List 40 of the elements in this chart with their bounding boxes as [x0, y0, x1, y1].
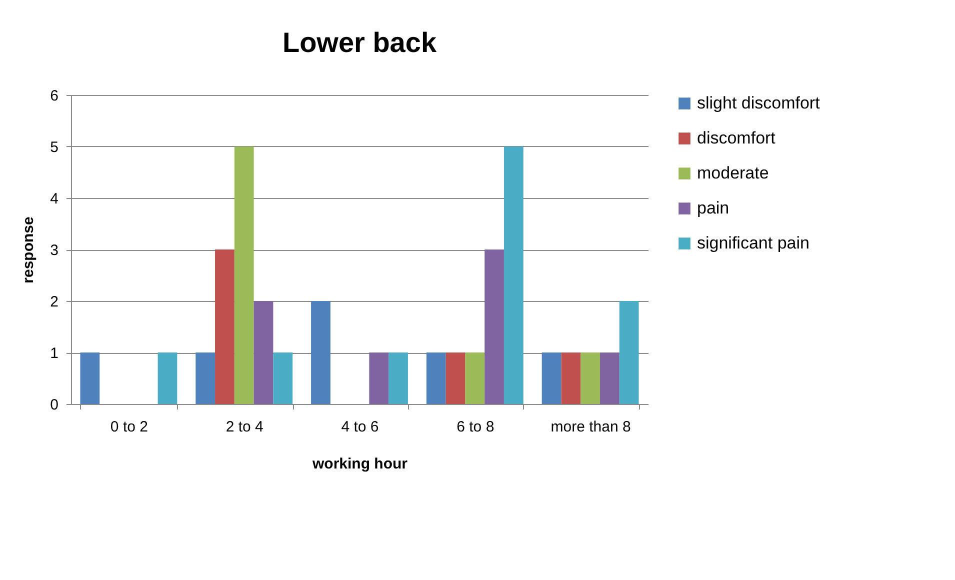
chart-title: Lower back: [282, 27, 437, 58]
bar: [446, 352, 466, 404]
bar: [426, 352, 446, 404]
legend-label: slight discomfort: [697, 94, 820, 112]
bar: [311, 301, 330, 404]
bar: [619, 301, 639, 404]
bar: [465, 352, 485, 404]
x-axis-title: working hour: [312, 456, 408, 472]
y-tick-label: 2: [50, 294, 58, 310]
x-tick-label: 4 to 6: [341, 418, 379, 436]
bar: [196, 352, 216, 404]
y-tick-label: 6: [50, 88, 58, 104]
bar: [215, 250, 234, 404]
bar: [388, 352, 408, 404]
bar: [600, 352, 620, 404]
bar: [158, 352, 178, 404]
bar: [580, 352, 600, 404]
legend-label: significant pain: [697, 234, 810, 252]
bar: [561, 352, 581, 404]
bar: [369, 352, 389, 404]
x-tick-label: more than 8: [550, 418, 631, 436]
bar: [80, 352, 100, 404]
bar: [504, 146, 524, 404]
x-tick-label: 2 to 4: [226, 418, 264, 436]
bar: [234, 146, 254, 404]
x-tick-label: 0 to 2: [110, 418, 148, 436]
x-tick-label: 6 to 8: [456, 418, 494, 436]
y-tick-label: 0: [50, 396, 58, 414]
y-tick-label: 4: [50, 190, 58, 208]
bar: [273, 352, 293, 404]
y-axis-title: response: [20, 216, 38, 284]
legend-label: moderate: [697, 164, 769, 182]
y-tick-label: 3: [50, 242, 58, 259]
y-tick-label: 5: [50, 139, 58, 156]
legend-label: discomfort: [697, 128, 776, 148]
y-tick-label: 1: [50, 345, 58, 362]
legend-label: pain: [697, 198, 730, 218]
bar: [484, 250, 504, 404]
bar: [542, 352, 562, 404]
bar: [254, 301, 274, 404]
